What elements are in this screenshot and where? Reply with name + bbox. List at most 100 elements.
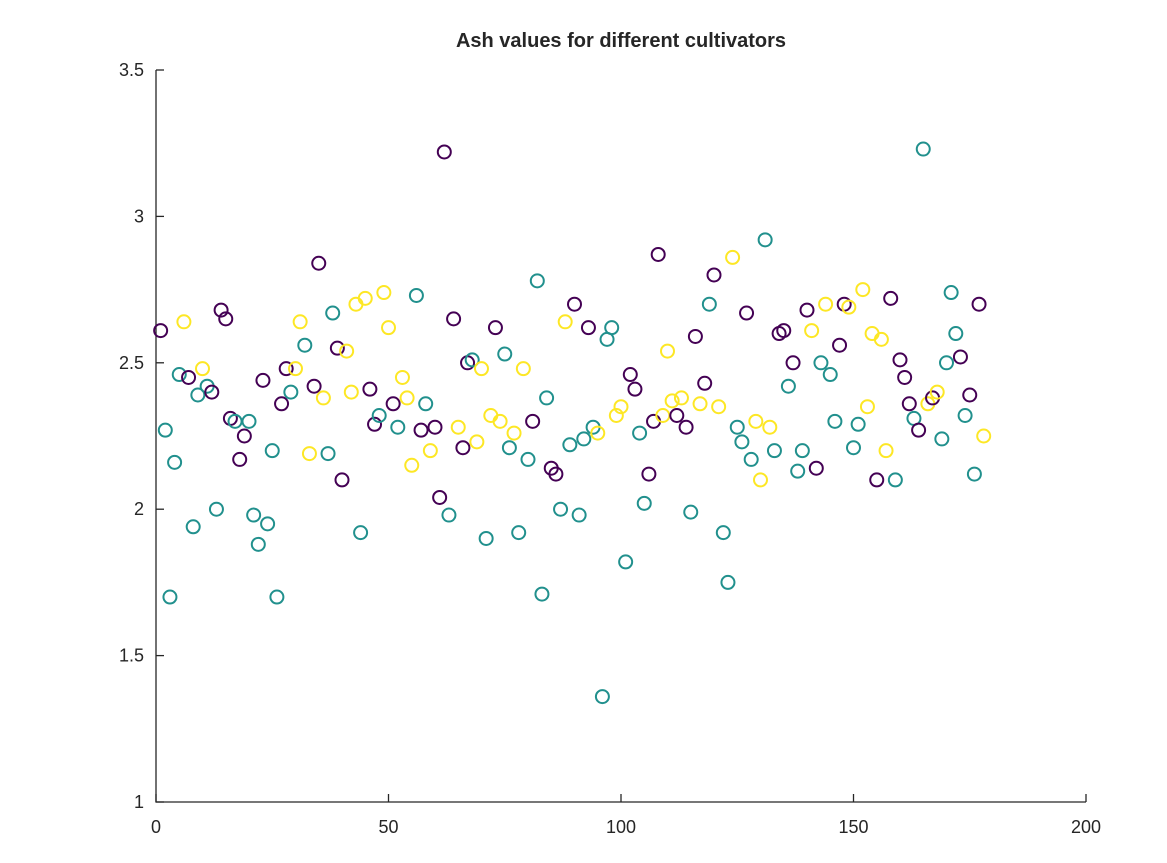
data-point — [353, 525, 369, 541]
data-point — [190, 387, 206, 403]
data-point — [153, 323, 169, 339]
x-tick-label: 0 — [151, 817, 161, 837]
data-point — [315, 390, 331, 406]
data-point — [878, 443, 894, 459]
data-point — [408, 287, 424, 303]
data-point — [715, 525, 731, 541]
data-point — [455, 440, 471, 456]
data-point — [213, 302, 229, 318]
data-point — [413, 422, 429, 438]
data-point — [208, 501, 224, 517]
data-point — [492, 413, 508, 429]
data-point — [162, 589, 178, 605]
data-point — [348, 296, 364, 312]
x-tick-label: 150 — [838, 817, 868, 837]
data-point — [808, 460, 824, 476]
data-point — [167, 454, 183, 470]
data-point — [311, 255, 327, 271]
data-point — [297, 337, 313, 353]
data-point — [567, 296, 582, 312]
data-point — [515, 361, 531, 377]
data-point — [669, 408, 685, 424]
data-point — [650, 246, 666, 262]
data-point — [622, 367, 638, 383]
data-point — [246, 507, 262, 523]
data-point — [241, 413, 257, 429]
data-point — [320, 446, 336, 462]
data-point — [850, 416, 866, 432]
data-point — [376, 285, 392, 301]
data-point — [469, 434, 485, 450]
data-point — [232, 451, 248, 467]
data-point — [450, 419, 466, 435]
data-point — [887, 472, 903, 488]
data-point — [753, 472, 768, 488]
data-point — [794, 443, 810, 459]
data-point — [292, 314, 308, 330]
data-point — [204, 384, 220, 400]
data-point — [278, 361, 294, 377]
data-point — [673, 390, 689, 406]
data-point — [576, 431, 592, 447]
y-tick-label: 2 — [134, 499, 144, 519]
data-point — [269, 589, 285, 605]
data-point — [255, 372, 271, 388]
data-point — [966, 466, 982, 482]
data-point — [343, 384, 359, 400]
data-point — [827, 413, 843, 429]
data-point — [506, 425, 522, 441]
data-point — [157, 422, 173, 438]
data-point — [474, 361, 489, 377]
data-point — [446, 311, 462, 327]
data-point — [943, 285, 959, 301]
data-point — [929, 384, 945, 400]
data-point — [325, 305, 341, 321]
data-point — [813, 355, 829, 371]
data-point — [855, 282, 871, 298]
data-point — [501, 440, 517, 456]
data-point — [367, 416, 383, 432]
data-point — [264, 443, 280, 459]
data-point — [511, 525, 527, 541]
data-point — [911, 422, 927, 438]
data-point — [613, 399, 629, 415]
data-point — [580, 320, 596, 336]
data-point — [646, 413, 662, 429]
data-point — [525, 413, 541, 429]
data-point — [227, 413, 243, 429]
data-point — [697, 375, 713, 391]
data-point — [739, 305, 755, 321]
data-point — [692, 396, 708, 412]
data-point — [301, 446, 317, 462]
data-point — [915, 141, 931, 157]
data-point — [404, 457, 420, 473]
data-point — [841, 299, 857, 315]
data-point — [590, 425, 606, 441]
data-point — [357, 290, 373, 306]
data-point — [306, 378, 322, 394]
data-point — [418, 396, 434, 412]
data-point — [720, 574, 736, 590]
data-point — [195, 361, 210, 377]
data-point — [185, 519, 201, 535]
axes: 0 50 100 150 200 1 1.5 2 2.5 3 3.5 — [119, 60, 1101, 837]
data-point — [385, 396, 401, 412]
y-tick-label: 3 — [134, 206, 144, 226]
data-point — [641, 466, 657, 482]
data-point — [683, 504, 699, 520]
data-point — [864, 326, 880, 342]
data-point — [329, 340, 345, 356]
data-point — [780, 378, 796, 394]
data-point — [762, 419, 778, 435]
data-point — [288, 361, 303, 377]
data-point — [562, 437, 578, 453]
data-point — [725, 249, 741, 265]
data-point — [534, 586, 550, 602]
x-tick-label: 50 — [378, 817, 398, 837]
data-point — [734, 434, 750, 450]
data-point — [362, 381, 378, 397]
data-point — [427, 419, 443, 435]
data-point — [381, 320, 396, 336]
data-point — [678, 419, 694, 435]
